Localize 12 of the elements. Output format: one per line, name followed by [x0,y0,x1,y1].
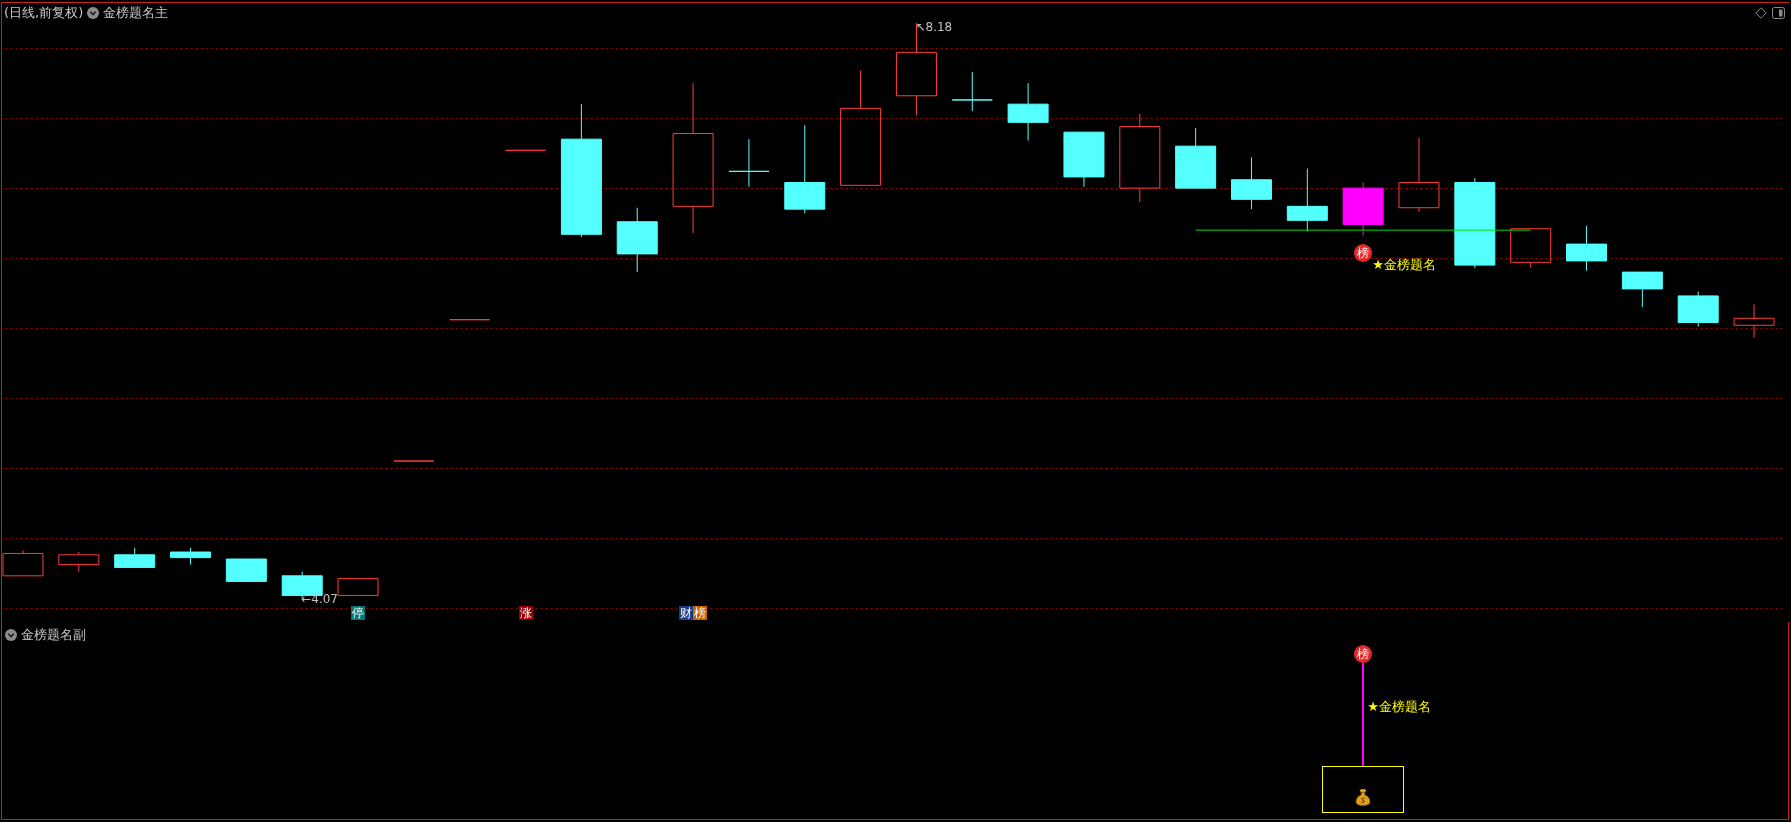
text: 金榜题名副 [21,627,86,642]
annotation: 涨 [518,606,533,620]
chart-title: (日线,前复权) [4,5,84,20]
annotation: ←4.07 [301,592,338,607]
annotation: 财榜 [679,606,708,620]
annotation: ★金榜题名 [1372,256,1436,273]
annotation: 停 [351,606,366,620]
text: 榜 [1354,645,1373,663]
chart-subtitle: 金榜题名主 [103,5,169,20]
text: ★金榜题名 [1367,699,1431,715]
annotation: 榜 [1354,243,1373,262]
annotation: ↖8.18 [915,19,953,34]
